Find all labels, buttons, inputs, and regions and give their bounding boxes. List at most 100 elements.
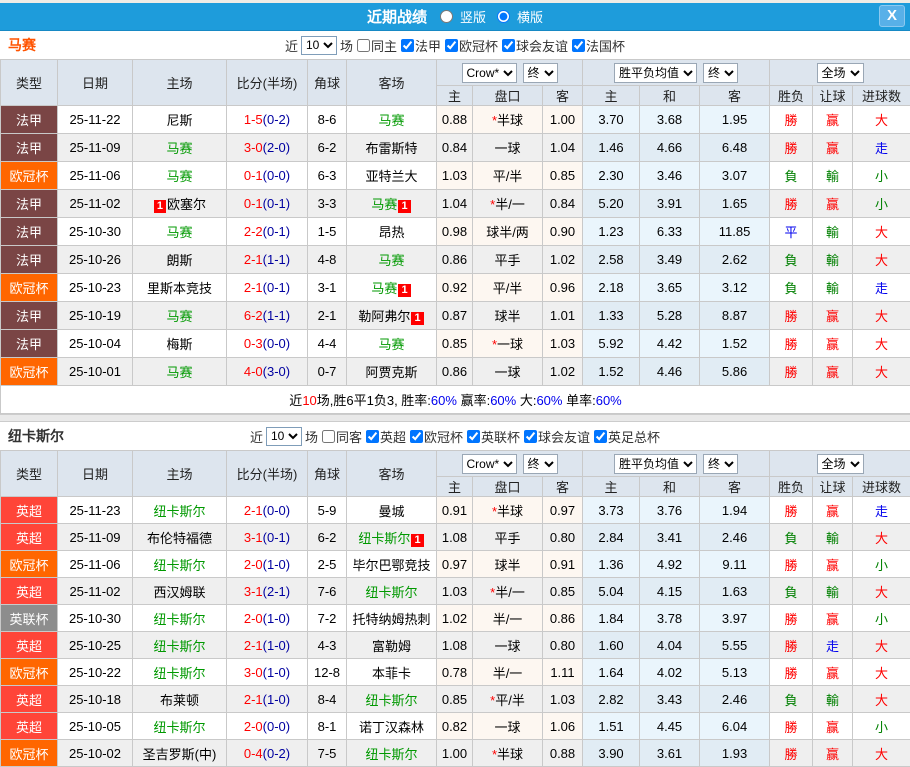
handicap-cell: 球半 (473, 302, 543, 330)
corner-cell: 3-3 (308, 190, 347, 218)
league-checkbox[interactable] (467, 430, 480, 443)
score-halftime: (0-1) (263, 196, 290, 211)
odds-home-cell: 0.86 (437, 246, 473, 274)
odds-provider-select[interactable]: Crow* (462, 63, 517, 83)
date-cell: 25-10-02 (58, 740, 133, 767)
corner-cell: 7-5 (308, 740, 347, 767)
team-section: 马赛 近 10 场 同主 法甲欧冠杯球会友谊法国杯 类型 日期 主场 比分(半场… (0, 31, 910, 414)
odds-provider-select[interactable]: Crow* (462, 454, 517, 474)
summary-part: 10 (302, 393, 316, 408)
odds-away-cell: 1.03 (543, 330, 583, 358)
view-radio-horizontal-label[interactable]: 横版 (517, 7, 543, 26)
result-wl-cell: 勝 (770, 551, 813, 578)
score-cell: 2-0(0-0) (227, 713, 308, 740)
odds-final-select[interactable]: 终 (523, 454, 558, 474)
column-header-avg-away: 客 (700, 86, 770, 106)
column-header-handicap: 盘口 (473, 86, 543, 106)
avg-draw-cell: 4.04 (640, 632, 700, 659)
filter-bar: 纽卡斯尔 近 10 场 同客 英超欧冠杯英联杯球会友谊英足总杯 (0, 422, 910, 450)
score-halftime: (0-2) (263, 746, 290, 761)
team-name: 马赛 (166, 225, 192, 240)
score-halftime: (0-0) (263, 719, 290, 734)
league-checkbox[interactable] (410, 430, 423, 443)
result-handicap-cell: 赢 (813, 134, 853, 162)
league-checkbox[interactable] (524, 430, 537, 443)
odds-home-cell: 1.03 (437, 162, 473, 190)
handicap-cell: *半/一 (473, 190, 543, 218)
corner-cell: 7-6 (308, 578, 347, 605)
result-goals-cell: 大 (853, 524, 910, 551)
avg-home-cell: 2.30 (583, 162, 640, 190)
league-filter: 球会友谊 (520, 427, 590, 446)
odds-home-cell: 0.78 (437, 659, 473, 686)
column-header-avg-draw: 和 (640, 477, 700, 497)
league-checkbox[interactable] (401, 39, 414, 52)
team-name: 里斯本竞技 (147, 281, 212, 296)
rounds-select[interactable]: 10 (266, 427, 302, 446)
league-checkbox[interactable] (445, 39, 458, 52)
home-team-cell: 梅斯 (133, 330, 227, 358)
avg-final-select[interactable]: 终 (703, 454, 738, 474)
handicap-cell: 平/半 (473, 274, 543, 302)
avg-select[interactable]: 胜平负均值 (614, 454, 697, 474)
odds-home-cell: 1.04 (437, 190, 473, 218)
avg-select-group: 胜平负均值终 (583, 451, 770, 477)
score-fulltime: 3-0 (244, 665, 263, 680)
scope-select[interactable]: 全场 (817, 454, 864, 474)
view-radio-vertical-label[interactable]: 竖版 (460, 7, 486, 26)
league-checkbox[interactable] (572, 39, 585, 52)
corner-cell: 6-2 (308, 524, 347, 551)
same-home-label[interactable]: 同主 (371, 36, 397, 55)
view-radio-horizontal[interactable] (497, 10, 510, 23)
result-wl-cell: 勝 (770, 134, 813, 162)
close-button[interactable]: X (879, 5, 905, 27)
corner-cell: 8-6 (308, 106, 347, 134)
view-radio-vertical[interactable] (440, 10, 453, 23)
result-goals-cell: 小 (853, 551, 910, 578)
score-halftime: (1-1) (263, 252, 290, 267)
league-cell: 英超 (1, 713, 58, 740)
same-away-checkbox[interactable] (322, 430, 335, 443)
league-cell: 法甲 (1, 218, 58, 246)
league-checkbox-label: 球会友谊 (538, 427, 590, 446)
result-goals-cell: 小 (853, 162, 910, 190)
rounds-select[interactable]: 10 (301, 36, 337, 55)
column-header-odds-home: 主 (437, 477, 473, 497)
result-wl-cell: 平 (770, 218, 813, 246)
date-cell: 25-10-01 (58, 358, 133, 386)
score-cell: 2-1(1-1) (227, 246, 308, 274)
avg-final-select[interactable]: 终 (703, 63, 738, 83)
team-name: 马赛 (166, 365, 192, 380)
score-cell: 2-2(0-1) (227, 218, 308, 246)
league-checkbox[interactable] (594, 430, 607, 443)
result-goals-cell: 大 (853, 578, 910, 605)
odds-away-cell: 0.85 (543, 162, 583, 190)
handicap-cell: *平/半 (473, 686, 543, 713)
odds-final-select[interactable]: 终 (523, 63, 558, 83)
score-cell: 2-1(0-0) (227, 497, 308, 524)
team-name: 纽卡斯尔 (153, 612, 205, 627)
summary-part: 60% (490, 393, 516, 408)
league-checkbox[interactable] (502, 39, 515, 52)
avg-home-cell: 5.20 (583, 190, 640, 218)
league-cell: 英超 (1, 632, 58, 659)
league-checkbox[interactable] (366, 430, 379, 443)
result-handicap-cell: 輸 (813, 524, 853, 551)
result-goals-cell: 大 (853, 106, 910, 134)
corner-cell: 0-7 (308, 358, 347, 386)
result-wl-cell: 負 (770, 246, 813, 274)
date-cell: 25-10-23 (58, 274, 133, 302)
avg-select[interactable]: 胜平负均值 (614, 63, 697, 83)
same-away-label[interactable]: 同客 (336, 427, 362, 446)
home-team-cell: 纽卡斯尔 (133, 632, 227, 659)
scope-select[interactable]: 全场 (817, 63, 864, 83)
result-wl-cell: 勝 (770, 497, 813, 524)
avg-away-cell: 3.97 (700, 605, 770, 632)
same-home-checkbox[interactable] (357, 39, 370, 52)
column-header-type: 类型 (1, 60, 58, 106)
home-team-cell: 纽卡斯尔 (133, 497, 227, 524)
team-title: 纽卡斯尔 (8, 426, 64, 446)
team-name: 纽卡斯尔 (365, 693, 417, 708)
